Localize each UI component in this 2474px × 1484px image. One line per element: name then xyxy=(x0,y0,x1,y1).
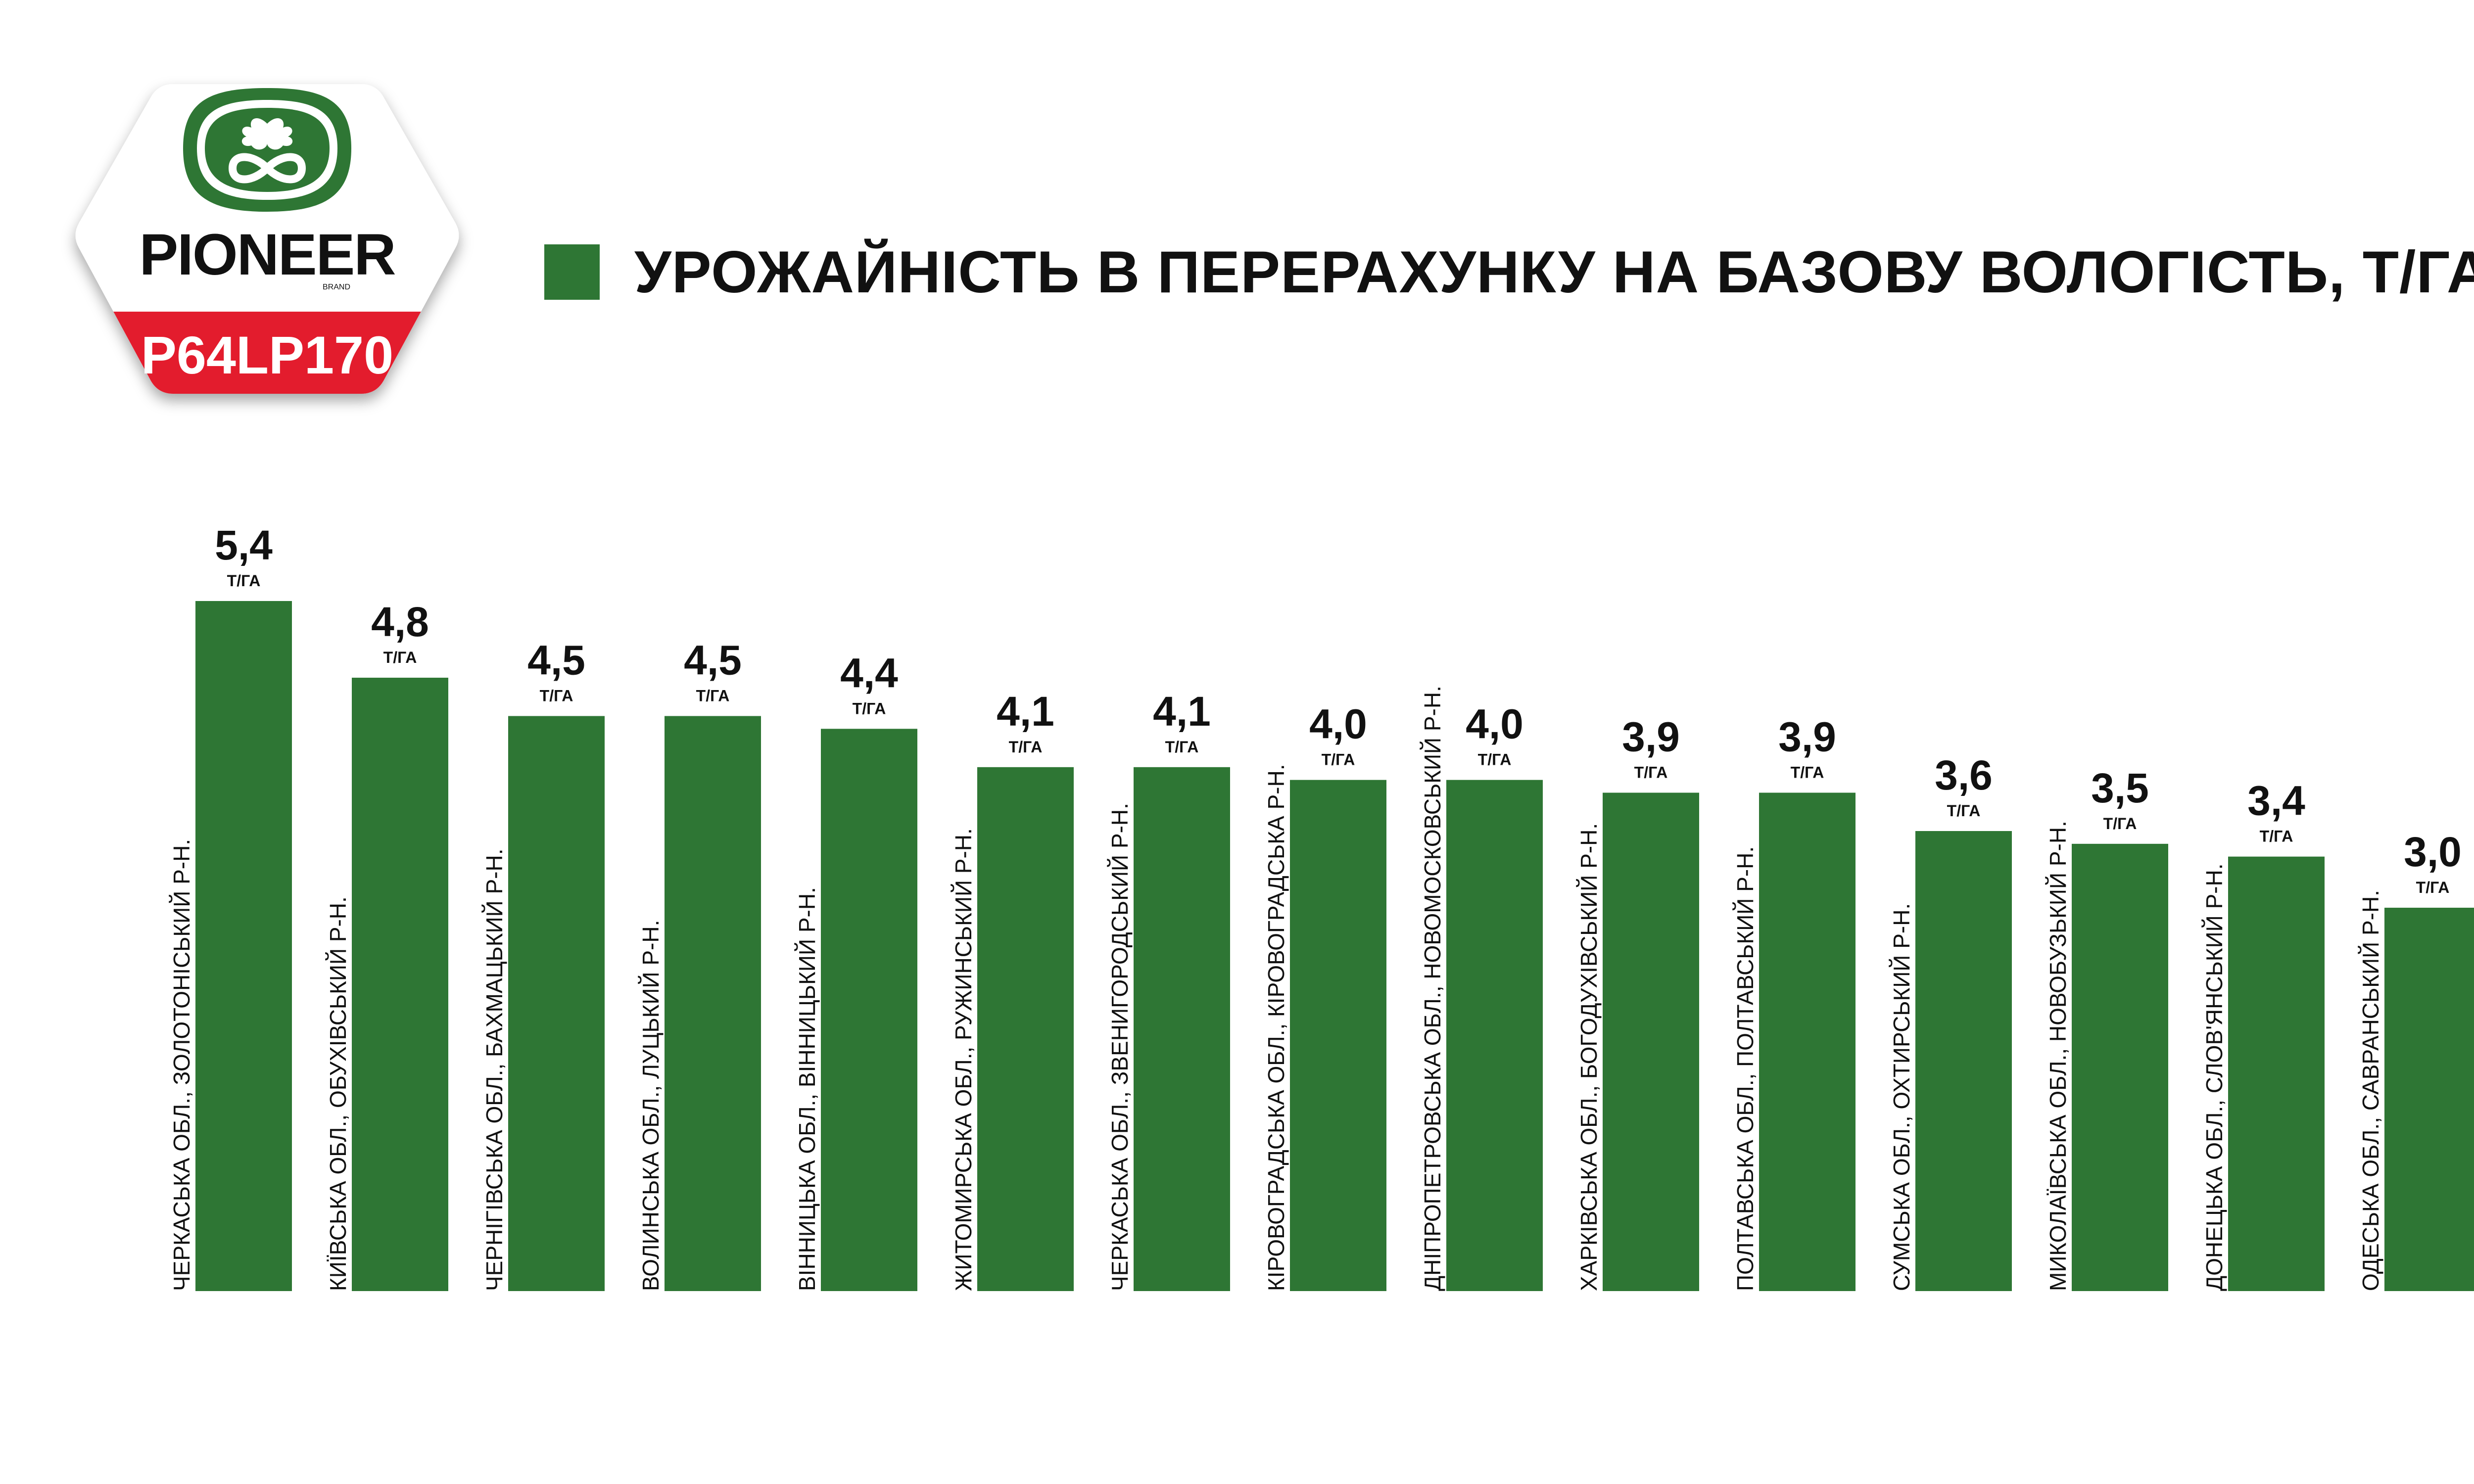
category-label: МИКОЛАЇВСЬКА ОБЛ., НОВОБУЗЬКИЙ Р-Н. xyxy=(2045,821,2071,1291)
bar-unit-label: Т/ГА xyxy=(1791,764,1824,782)
bar-unit-label: Т/ГА xyxy=(1634,764,1668,782)
category-label: КІРОВОГРАДСЬКА ОБЛ., КІРОВОГРАДСЬКА Р-Н. xyxy=(1263,764,1289,1291)
bar xyxy=(1915,831,2012,1291)
bar-value-label: 4,8 xyxy=(371,599,429,645)
bar-value-label: 3,6 xyxy=(1935,752,1993,798)
category-label: ВОЛИНСЬКА ОБЛ., ЛУЦЬКИЙ Р-Н. xyxy=(638,920,664,1291)
pioneer-emblem-icon xyxy=(183,88,351,212)
bar-unit-label: Т/ГА xyxy=(1322,751,1355,769)
bar-unit-label: Т/ГА xyxy=(696,687,730,705)
chart-legend: УРОЖАЙНІСТЬ В ПЕРЕРАХУНКУ НА БАЗОВУ ВОЛО… xyxy=(544,232,2474,312)
category-label: ЧЕРКАСЬКА ОБЛ., ЗВЕНИГОРОДСЬКИЙ Р-Н. xyxy=(1107,803,1133,1291)
bar xyxy=(821,729,917,1291)
bar xyxy=(1134,767,1230,1291)
category-label: СУМСЬКА ОБЛ., ОХТИРСЬКИЙ Р-Н. xyxy=(1889,903,1914,1291)
pioneer-logo: PIONEER BRAND P64LP170 xyxy=(75,84,459,394)
bar-value-label: 5,4 xyxy=(215,522,273,568)
bar-value-label: 3,9 xyxy=(1622,714,1680,760)
bar-unit-label: Т/ГА xyxy=(1947,802,1981,820)
logo-brand: PIONEER xyxy=(139,222,395,287)
bar-unit-label: Т/ГА xyxy=(853,699,886,717)
bar xyxy=(2384,908,2474,1291)
bar-unit-label: Т/ГА xyxy=(2416,879,2450,896)
category-label: ХАРКІВСЬКА ОБЛ., БОГОДУХІВСЬКИЙ Р-Н. xyxy=(1576,823,1602,1291)
bar xyxy=(352,678,448,1291)
bar-unit-label: Т/ГА xyxy=(2103,815,2137,833)
legend-swatch xyxy=(544,244,600,300)
bar xyxy=(2228,856,2325,1291)
bar-value-label: 4,0 xyxy=(1309,701,1367,747)
bar-value-label: 4,0 xyxy=(1466,701,1523,747)
bar-unit-label: Т/ГА xyxy=(1165,738,1199,756)
bar xyxy=(508,716,605,1291)
bar-unit-label: Т/ГА xyxy=(227,572,261,590)
bar xyxy=(195,601,292,1291)
bar-unit-label: Т/ГА xyxy=(2260,828,2293,845)
bar-unit-label: Т/ГА xyxy=(383,649,417,666)
bar-value-label: 3,9 xyxy=(1778,714,1836,760)
legend-label: УРОЖАЙНІСТЬ В ПЕРЕРАХУНКУ НА БАЗОВУ ВОЛО… xyxy=(634,239,2474,305)
bar-value-label: 4,5 xyxy=(684,637,742,684)
logo-product: P64LP170 xyxy=(141,325,393,385)
bar-value-label: 4,1 xyxy=(1153,688,1211,735)
bar xyxy=(1290,780,1386,1291)
bar-value-label: 3,0 xyxy=(2404,829,2462,875)
bar-value-label: 4,5 xyxy=(527,637,585,684)
category-label: ДОНЕЦЬКА ОБЛ., СЛОВ'ЯНСЬКИЙ Р-Н. xyxy=(2201,864,2227,1291)
category-label: ЧЕРКАСЬКА ОБЛ., ЗОЛОТОНІСЬКИЙ Р-Н. xyxy=(169,839,194,1291)
bar xyxy=(1446,780,1543,1291)
category-label: КИЇВСЬКА ОБЛ., ОБУХІВСЬКИЙ Р-Н. xyxy=(325,896,351,1291)
category-label: ДНІПРОПЕТРОВСЬКА ОБЛ., НОВОМОСКОВСЬКИЙ Р… xyxy=(1420,686,1445,1291)
bar xyxy=(2072,843,2168,1291)
bar-value-label: 4,1 xyxy=(997,688,1054,735)
category-label: ОДЕСЬКА ОБЛ., САВРАНСЬКИЙ Р-Н. xyxy=(2358,890,2383,1291)
bar-unit-label: Т/ГА xyxy=(1478,751,1512,769)
category-label: ЧЕРНІГІВСЬКА ОБЛ., БАХМАЦЬКИЙ Р-Н. xyxy=(481,849,507,1291)
bar xyxy=(977,767,1074,1291)
logo-brand-sub: BRAND xyxy=(323,283,350,291)
bar-unit-label: Т/ГА xyxy=(540,687,573,705)
bar xyxy=(1759,792,1856,1291)
category-label: ВІННИЦЬКА ОБЛ., ВІННИЦЬКИЙ Р-Н. xyxy=(794,887,820,1291)
category-label: ПОЛТАВСЬКА ОБЛ., ПОЛТАВСЬКИЙ Р-Н. xyxy=(1732,846,1758,1291)
bar xyxy=(1603,792,1699,1291)
category-label: ЖИТОМИРСЬКА ОБЛ., РУЖИНСЬКИЙ Р-Н. xyxy=(951,828,976,1291)
bar-value-label: 3,4 xyxy=(2247,778,2305,824)
bar-value-label: 3,5 xyxy=(2091,765,2149,811)
bar-unit-label: Т/ГА xyxy=(1009,738,1043,756)
bar-value-label: 4,4 xyxy=(840,649,898,696)
bar xyxy=(665,716,761,1291)
